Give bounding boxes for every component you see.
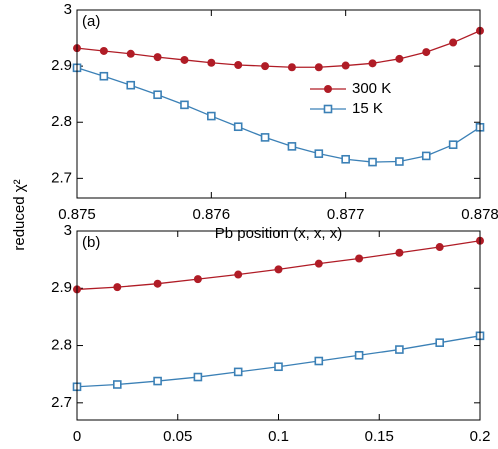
data-point xyxy=(368,59,377,68)
data-point xyxy=(234,60,243,69)
panel-label: (b) xyxy=(82,234,100,251)
data-point xyxy=(207,58,216,67)
data-point xyxy=(421,151,431,161)
y-tick-label: 2.8 xyxy=(51,113,72,130)
y-axis-label: reduced χ² xyxy=(11,179,28,250)
x-tick-label: 0.15 xyxy=(365,428,394,445)
y-tick-label: 3 xyxy=(64,222,72,239)
series-line xyxy=(76,30,481,68)
data-point xyxy=(126,80,136,90)
x-tick-label: 0.875 xyxy=(58,206,96,223)
data-point xyxy=(395,248,404,257)
panel-label: (a) xyxy=(82,13,100,30)
data-point xyxy=(355,254,364,263)
data-point xyxy=(274,265,283,274)
data-point xyxy=(207,111,216,121)
data-point xyxy=(287,142,297,151)
data-point xyxy=(354,350,364,360)
series-line xyxy=(76,67,481,163)
y-tick-label: 2.7 xyxy=(51,394,72,411)
data-point xyxy=(113,380,122,389)
data-point xyxy=(180,55,189,64)
data-point xyxy=(341,154,350,164)
data-point xyxy=(435,243,444,252)
x-tick-label: 0.2 xyxy=(470,428,491,445)
data-point xyxy=(448,140,458,149)
data-point xyxy=(234,270,243,279)
data-point xyxy=(261,62,270,71)
legend-label: 300 K xyxy=(352,80,391,97)
x-axis-label: O´ site mixing (4a site O occupancy) xyxy=(158,447,400,449)
data-point xyxy=(287,63,296,72)
data-point xyxy=(314,356,324,366)
data-point xyxy=(314,259,323,268)
x-tick-label: 0.1 xyxy=(268,428,289,445)
y-tick-label: 2.7 xyxy=(51,169,72,186)
data-point xyxy=(233,122,243,132)
data-point xyxy=(193,372,203,382)
x-tick-label: 0.878 xyxy=(461,206,498,223)
data-point xyxy=(260,133,270,142)
data-point xyxy=(274,362,283,372)
data-point xyxy=(153,279,162,288)
data-point xyxy=(314,149,324,158)
data-point xyxy=(395,345,404,354)
data-point xyxy=(153,376,162,386)
data-point xyxy=(435,338,445,347)
data-point xyxy=(126,49,135,58)
y-tick-label: 2.9 xyxy=(51,279,72,296)
data-point xyxy=(180,100,189,110)
data-point xyxy=(153,90,162,100)
x-tick-label: 0 xyxy=(73,428,81,445)
data-point xyxy=(422,48,431,57)
plot-frame xyxy=(76,230,481,421)
data-point xyxy=(314,63,323,72)
data-point xyxy=(193,275,202,284)
legend-marker xyxy=(323,104,333,114)
y-tick-label: 2.8 xyxy=(51,337,72,354)
data-point xyxy=(368,157,377,167)
x-tick-label: 0.877 xyxy=(327,206,365,223)
data-point xyxy=(99,46,108,55)
series-line xyxy=(76,240,481,291)
data-point xyxy=(341,61,350,70)
legend-label: 15 K xyxy=(352,100,383,117)
x-tick-label: 0.05 xyxy=(163,428,192,445)
data-point xyxy=(395,157,404,166)
series-line xyxy=(76,335,481,388)
legend-marker xyxy=(324,85,332,93)
data-point xyxy=(99,71,109,81)
y-tick-label: 2.9 xyxy=(51,57,72,74)
data-point xyxy=(395,54,404,63)
data-point xyxy=(449,38,458,47)
plot-frame xyxy=(76,9,481,199)
data-point xyxy=(113,283,122,292)
x-tick-label: 0.876 xyxy=(193,206,231,223)
y-tick-label: 3 xyxy=(64,1,72,18)
data-point xyxy=(233,367,243,377)
data-point xyxy=(153,53,162,62)
